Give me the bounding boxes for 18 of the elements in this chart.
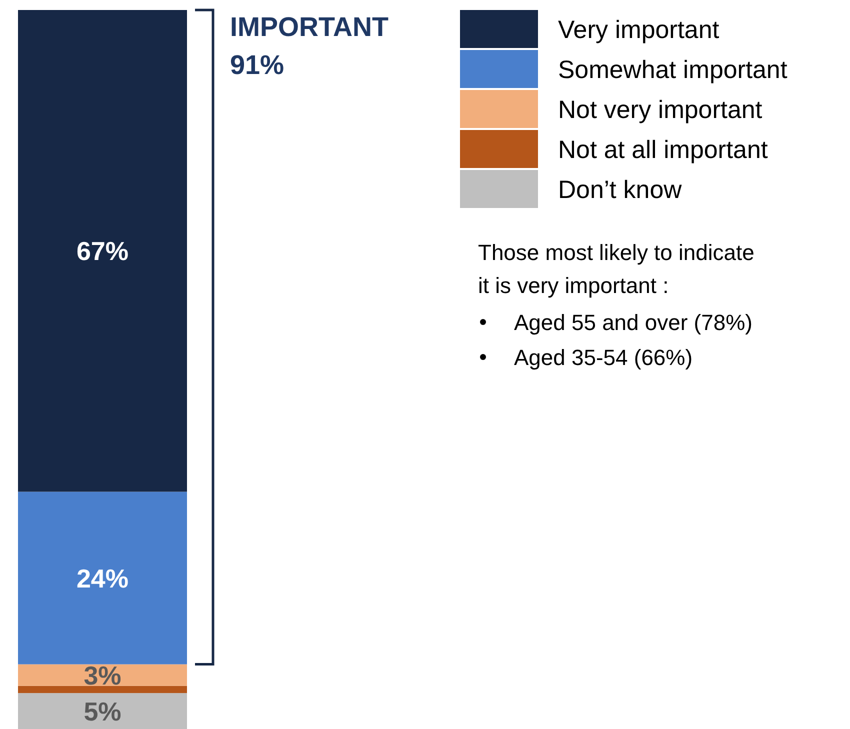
data-label: 24% [76, 563, 129, 594]
legend-label: Somewhat important [558, 56, 788, 84]
text: Aged 35-54 (66%) [514, 345, 693, 370]
legend-label: Very important [558, 16, 720, 44]
legend-label: Not very important [558, 96, 762, 124]
data-label: 3% [84, 660, 122, 690]
bar [18, 664, 187, 686]
bar [18, 693, 187, 729]
legend-label: Not at all important [558, 136, 768, 164]
data-label: 5% [84, 696, 122, 726]
bar [18, 492, 187, 664]
text: IMPORTANT 91% [230, 12, 389, 80]
text: Those most likely to indicate it is very important : [478, 240, 754, 298]
bar [18, 10, 187, 492]
bar [18, 686, 187, 694]
text: Aged 55 and over (78%) [514, 310, 752, 335]
legend-label: Don’t know [558, 176, 683, 204]
data-label: 67% [76, 236, 129, 266]
